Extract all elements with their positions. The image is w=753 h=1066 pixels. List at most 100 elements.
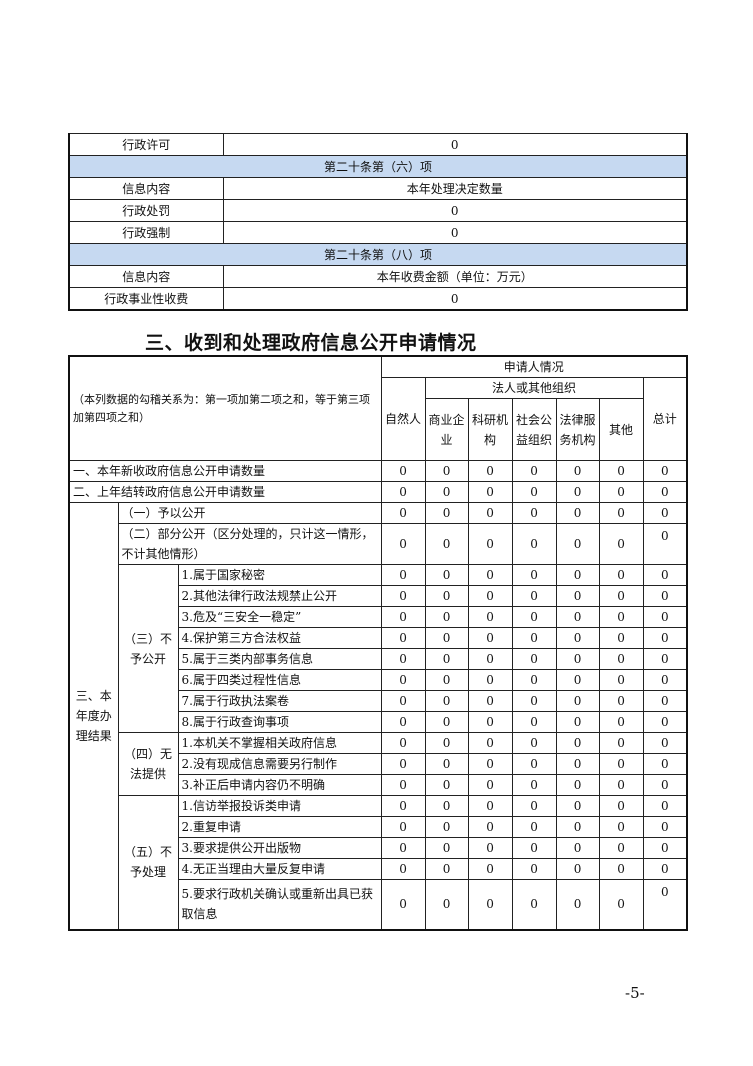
disclosure-table: 行政许可 0 第二十条第（六）项 信息内容 本年处理决定数量 行政处罚 0 行政强制 0 第二十条… <box>68 133 688 311</box>
value-cell: 0 <box>555 481 600 503</box>
table-row: 2.没有现成信息需要另行制作 0 0 0 0 0 0 0 <box>69 753 688 775</box>
col-natural-person: 自然人 <box>380 377 426 461</box>
value-cell: 0 <box>598 816 644 838</box>
value-cell: 0 <box>424 690 469 712</box>
value-cell: 0 <box>467 669 513 691</box>
value-cell: 0 <box>467 879 513 930</box>
col-total: 总计 <box>642 377 688 461</box>
value-cell: 0 <box>642 795 688 817</box>
value-cell: 0 <box>598 564 644 586</box>
value-cell: 0 <box>555 879 600 930</box>
value-cell: 0 <box>642 837 688 859</box>
row-value: 0 <box>222 287 688 311</box>
value-cell: 0 <box>467 711 513 733</box>
value-cell: 0 <box>598 502 644 524</box>
row-label: 行政强制 <box>68 221 224 244</box>
value-cell: 0 <box>380 564 426 586</box>
table-row: 第二十条第（八）项 <box>68 243 688 266</box>
value-cell: 0 <box>467 753 513 775</box>
org-header: 法人或其他组织 <box>424 377 644 399</box>
value-cell: 0 <box>511 816 557 838</box>
col-org: 其他 <box>598 398 644 461</box>
value-cell: 0 <box>424 837 469 859</box>
value-cell: 0 <box>380 774 426 796</box>
section-band: 第二十条第（六）项 <box>68 155 688 178</box>
value-cell: 0 <box>424 858 469 880</box>
row-value: 本年处理决定数量 <box>222 177 688 200</box>
value-cell: 0 <box>424 606 469 628</box>
value-cell: 0 <box>555 690 600 712</box>
value-cell: 0 <box>511 879 557 930</box>
value-cell: 0 <box>642 879 688 930</box>
value-cell: 0 <box>424 564 469 586</box>
value-cell: 0 <box>424 523 469 565</box>
value-cell: 0 <box>467 481 513 503</box>
row-label: 一、本年新收政府信息公开申请数量 <box>68 460 382 482</box>
value-cell: 0 <box>511 460 557 482</box>
value-cell: 0 <box>380 816 426 838</box>
value-cell: 0 <box>467 816 513 838</box>
row-label: 行政事业性收费 <box>68 287 224 311</box>
value-cell: 0 <box>598 627 644 649</box>
row-label: 信息内容 <box>68 177 224 200</box>
table-row: 行政强制 0 <box>68 221 688 244</box>
value-cell: 0 <box>642 774 688 796</box>
value-cell: 0 <box>555 837 600 859</box>
table-row: 5.属于三类内部事务信息 0 0 0 0 0 0 0 <box>69 648 688 670</box>
value-cell: 0 <box>380 837 426 859</box>
row-label: 2.重复申请 <box>177 816 382 838</box>
value-cell: 0 <box>511 564 557 586</box>
group-label: （三）不予公开 <box>117 564 179 733</box>
row-value: 0 <box>222 133 688 156</box>
value-cell: 0 <box>598 711 644 733</box>
value-cell: 0 <box>380 648 426 670</box>
value-cell: 0 <box>467 460 513 482</box>
row-label: 8.属于行政查询事项 <box>177 711 382 733</box>
value-cell: 0 <box>467 502 513 524</box>
row-label: 5.要求行政机关确认或重新出具已获取信息 <box>177 879 382 930</box>
value-cell: 0 <box>555 858 600 880</box>
row-value: 0 <box>222 199 688 222</box>
value-cell: 0 <box>511 585 557 607</box>
value-cell: 0 <box>642 711 688 733</box>
page-number: -5- <box>625 984 645 1002</box>
value-cell: 0 <box>424 669 469 691</box>
value-cell: 0 <box>467 690 513 712</box>
value-cell: 0 <box>598 795 644 817</box>
table-row: 8.属于行政查询事项 0 0 0 0 0 0 0 <box>69 711 688 733</box>
value-cell: 0 <box>467 648 513 670</box>
value-cell: 0 <box>555 732 600 754</box>
value-cell: 0 <box>511 711 557 733</box>
value-cell: 0 <box>555 774 600 796</box>
table-row: 7.属于行政执法案卷 0 0 0 0 0 0 0 <box>69 690 688 712</box>
value-cell: 0 <box>380 481 426 503</box>
value-cell: 0 <box>598 523 644 565</box>
value-cell: 0 <box>511 858 557 880</box>
table-row: 3.危及“三安全一稳定” 0 0 0 0 0 0 0 <box>69 606 688 628</box>
table-row: 信息内容 本年收费金额（单位：万元） <box>68 265 688 288</box>
value-cell: 0 <box>642 627 688 649</box>
row-value: 本年收费金额（单位：万元） <box>222 265 688 288</box>
group-label: （四）无法提供 <box>117 732 179 796</box>
value-cell: 0 <box>380 795 426 817</box>
table-row: 行政事业性收费 0 <box>68 287 688 311</box>
value-cell: 0 <box>467 732 513 754</box>
value-cell: 0 <box>555 585 600 607</box>
table-row: 一、本年新收政府信息公开申请数量 0 0 0 0 0 0 0 <box>68 460 688 482</box>
row-label: 4.保护第三方合法权益 <box>177 627 382 649</box>
applicant-header: 申请人情况 <box>380 355 688 378</box>
value-cell: 0 <box>424 732 469 754</box>
value-cell: 0 <box>380 690 426 712</box>
value-cell: 0 <box>424 774 469 796</box>
value-cell: 0 <box>380 669 426 691</box>
value-cell: 0 <box>598 732 644 754</box>
value-cell: 0 <box>642 732 688 754</box>
table-row: 商业企业 科研机构 社会公益组织 法律服务机构 其他 <box>69 398 687 461</box>
value-cell: 0 <box>642 502 688 524</box>
value-cell: 0 <box>598 690 644 712</box>
section-title: 三、收到和处理政府信息公开申请情况 <box>145 332 477 354</box>
value-cell: 0 <box>598 669 644 691</box>
value-cell: 0 <box>598 858 644 880</box>
value-cell: 0 <box>511 481 557 503</box>
